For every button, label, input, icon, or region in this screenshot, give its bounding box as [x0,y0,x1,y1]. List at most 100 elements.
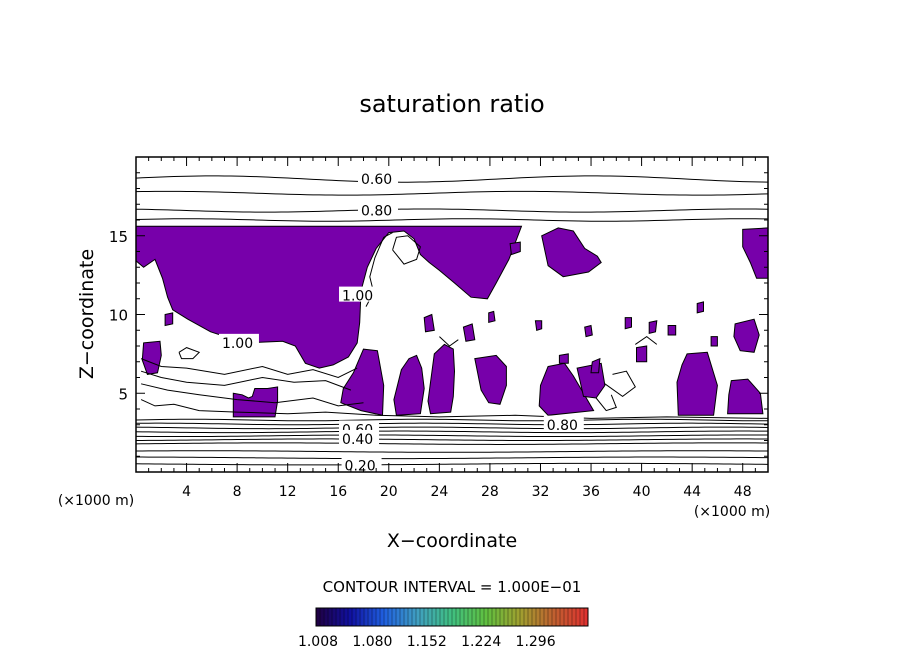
contour-line [140,370,352,391]
contour-label-bg [357,170,398,186]
contour-line [136,175,768,183]
supersaturation-region [340,348,385,416]
contour-line [595,394,617,412]
x-tick-label: 36 [582,484,600,500]
contour-line [136,438,768,441]
contour-line [140,358,358,379]
contour-interval-text: CONTOUR INTERVAL = 1.000E−01 [323,578,582,596]
supersaturation-region [541,227,602,278]
supersaturation-region [141,340,162,375]
contour-line [136,462,768,466]
contour-line [136,208,768,213]
supersaturation-region [232,386,279,418]
contour-label: 0.80 [361,204,392,220]
contour-line [635,335,658,345]
contour-line [392,235,421,265]
y-tick-label: 5 [118,385,128,403]
chart-title: saturation ratio [359,90,544,118]
x-tick-label: 44 [683,484,701,500]
supersaturation-region [648,320,658,335]
contour-labels: 0.600.801.001.000.600.400.200.80 [218,170,584,475]
supersaturation-region [710,336,718,347]
supersaturation-region [509,241,521,256]
contour-label: 0.20 [345,459,376,475]
plot-area: 0.600.801.001.000.600.400.200.80 [136,170,768,475]
supersaturation-region [423,313,435,333]
y-axis-title: Z−coordinate [76,249,98,379]
supersaturation-region [676,351,718,416]
colorbar: 1.008 1.080 1.152 1.224 1.296 [298,607,589,650]
supersaturation-region [742,227,768,279]
contour-label-bg [339,286,380,302]
x-tick-label: 28 [481,484,499,500]
contour-label: 0.80 [547,418,578,434]
supersaturation-region [488,310,496,324]
contour-label-bg [339,429,380,445]
supersaturation-region [136,225,523,369]
x-tick-label: 16 [329,484,347,500]
contour-label-bg [341,456,382,472]
contour-label: 1.00 [222,336,253,352]
supersaturation-region [624,317,632,330]
x-tick-label: 12 [279,484,297,500]
x-tick-label: 20 [380,484,398,500]
contour-line [178,347,201,360]
supersaturation-region [558,353,569,364]
x-tick-label: 40 [633,484,651,500]
contour-line [136,218,768,222]
supersaturation-regions [136,225,768,418]
x-tick-label: 8 [233,484,242,500]
contour-lines [136,175,768,466]
y-tick-label: 15 [109,228,128,246]
contour-line [136,422,768,426]
x-axis-title: X−coordinate [387,530,517,552]
supersaturation-region [534,320,543,331]
supersaturation-region [636,345,648,363]
supersaturation-region [667,325,677,336]
x-tick-label: 48 [734,484,752,500]
contour-line [439,336,459,347]
colorbar-tick-label: 1.296 [516,634,556,650]
contour-line [140,399,768,419]
contour-label: 0.60 [361,172,392,188]
contour-line [136,430,768,434]
contour-line [136,442,768,445]
supersaturation-region [462,323,476,342]
contour-label-bg [543,415,584,431]
supersaturation-region [584,324,593,338]
contour-label: 1.00 [342,289,373,305]
x-tick-label: 32 [532,484,550,500]
colorbar-tick-label: 1.224 [461,634,501,650]
supersaturation-region [727,378,764,415]
y-units-label: (×1000 m) [58,493,134,509]
minor-ticks [136,157,768,472]
contour-label: 0.40 [342,432,373,448]
contour-line [136,450,768,453]
y-axis-ticks: 5 10 15 [109,228,768,403]
supersaturation-region [427,343,456,415]
contour-line [136,418,768,422]
x-tick-label: 4 [182,484,191,500]
colorbar-stripes [319,608,585,626]
x-axis-ticks: 4 8 12 16 20 24 28 32 36 40 44 48 [182,157,752,500]
colorbar-tick-labels: 1.008 1.080 1.152 1.224 1.296 [298,634,556,650]
contour-line [136,190,768,196]
colorbar-tick-label: 1.080 [352,634,392,650]
contour-line [136,434,768,438]
contour-label-bg [357,201,398,217]
supersaturation-region [696,301,704,314]
y-tick-label: 10 [109,307,128,325]
supersaturation-region [590,357,601,374]
supersaturation-region [538,362,595,416]
contour-line [140,383,364,407]
x-units-label: (×1000 m) [694,504,770,520]
supersaturation-region [474,354,507,405]
x-tick-label: 24 [430,484,448,500]
contour-line [604,370,636,398]
colorbar-tick-label: 1.008 [298,634,338,650]
supersaturation-region [164,312,174,327]
contour-line [136,426,768,430]
supersaturation-region [733,318,760,353]
contour-line [136,456,768,460]
